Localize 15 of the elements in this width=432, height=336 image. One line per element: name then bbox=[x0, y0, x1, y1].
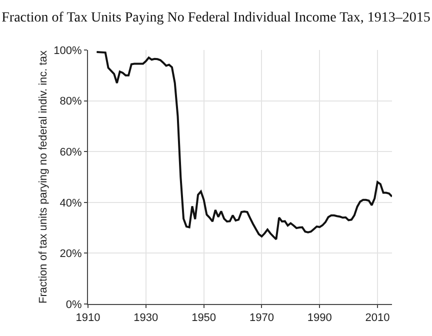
x-tick-label: 2010 bbox=[365, 312, 390, 324]
y-tick-label: 100% bbox=[54, 44, 82, 57]
y-tick-label: 0% bbox=[66, 298, 82, 311]
y-tick-label: 80% bbox=[60, 96, 82, 108]
y-tick-label: 60% bbox=[60, 146, 82, 158]
x-tick-label: 1930 bbox=[134, 312, 158, 324]
y-tick-label: 20% bbox=[60, 248, 82, 260]
chart-title: Fraction of Tax Units Paying No Federal Individual Income Tax, 1913–2015 bbox=[2, 10, 430, 26]
y-tick-label: 40% bbox=[60, 197, 82, 210]
y-axis-title: Fraction of tax units parying no federal indiv. inc. tax bbox=[37, 50, 50, 304]
x-tick-label: 1990 bbox=[307, 312, 332, 324]
line-series bbox=[96, 51, 392, 240]
x-tick-label: 1970 bbox=[249, 312, 274, 324]
x-tick-label: 1950 bbox=[192, 312, 216, 324]
x-tick-label: 1910 bbox=[76, 312, 100, 324]
